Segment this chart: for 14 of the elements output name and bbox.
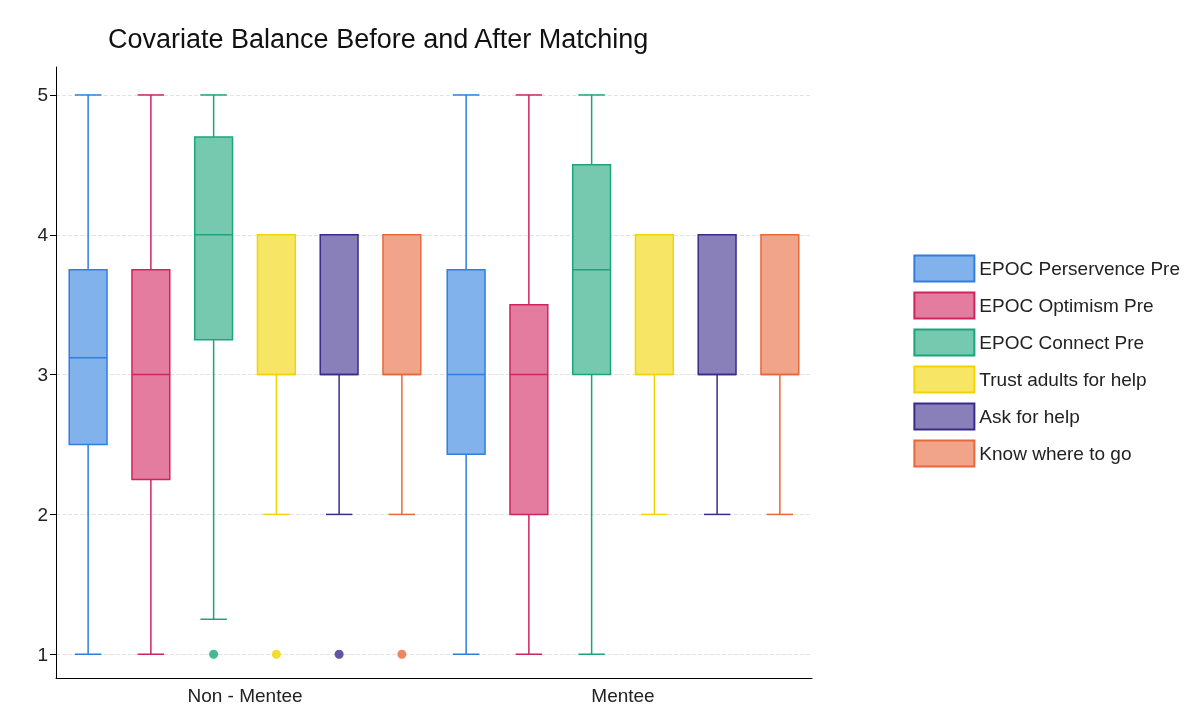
x-tick-label: Mentee — [591, 685, 655, 706]
y-tick-label: 4 — [37, 224, 49, 246]
legend-label: Ask for help — [979, 406, 1080, 427]
legend-label: EPOC Perservence Pre — [979, 258, 1181, 279]
y-tick-label: 1 — [37, 643, 48, 665]
x-tick-label: Non - Mentee — [187, 685, 303, 706]
y-tick-label: 2 — [37, 503, 48, 525]
y-tick-label: 3 — [37, 364, 48, 386]
y-tick-label: 5 — [37, 84, 48, 106]
chart-title: Covariate Balance Before and After Matching — [108, 23, 649, 54]
legend-label: Trust adults for help — [979, 369, 1147, 390]
legend-label: Know where to go — [979, 443, 1132, 464]
legend-label: EPOC Optimism Pre — [979, 295, 1154, 316]
legend-label: EPOC Connect Pre — [979, 332, 1145, 353]
